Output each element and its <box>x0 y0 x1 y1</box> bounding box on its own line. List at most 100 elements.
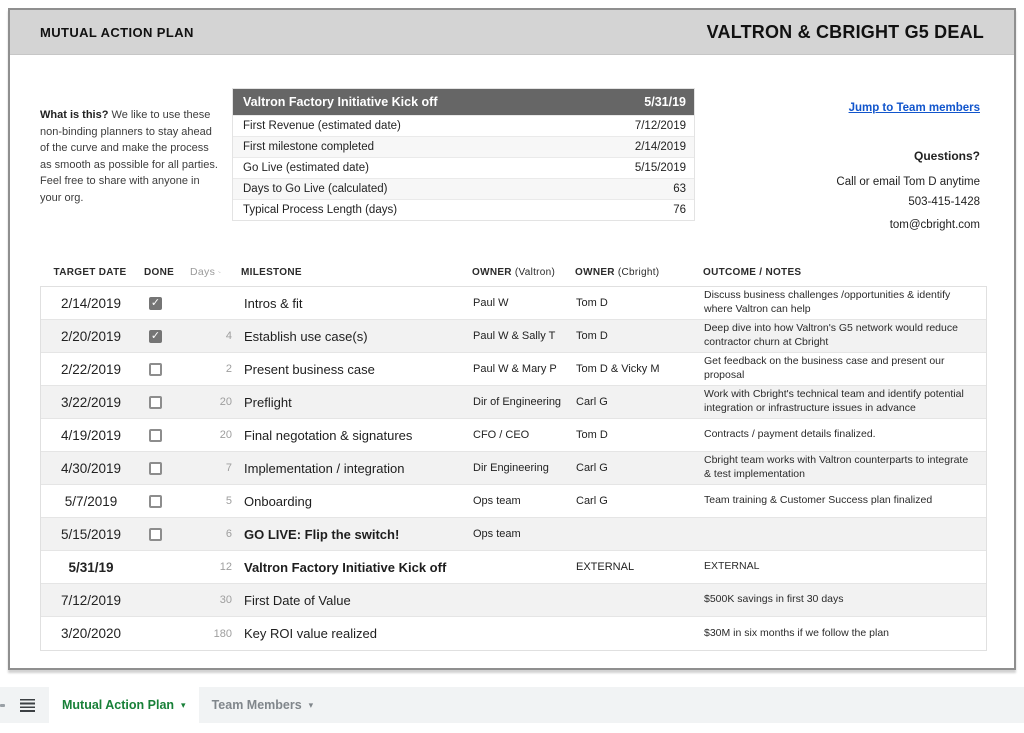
summary-header-row: Valtron Factory Initiative Kick off 5/31… <box>233 89 694 115</box>
header-owner-cbright: OWNER (Cbright) <box>570 267 697 278</box>
summary-row: Typical Process Length (days) 76 <box>233 199 694 220</box>
done-checkbox[interactable] <box>149 527 162 541</box>
owner-cbright-cell: Carl G <box>576 495 608 507</box>
summary-header-value: 5/31/19 <box>644 95 686 109</box>
owner-valtron-cell: Ops team <box>473 528 521 540</box>
header-owner-valtron: OWNER (Valtron) <box>467 267 570 278</box>
owner-valtron-cell: Paul W & Mary P <box>473 363 557 375</box>
jump-to-team-members-link[interactable]: Jump to Team members <box>848 102 980 114</box>
milestone-cell: Onboarding <box>244 493 312 509</box>
outcome-cell: Get feedback on the business case and pr… <box>704 355 945 381</box>
target-date-cell: 7/12/2019 <box>60 592 122 608</box>
header-owner1-rest: (Valtron) <box>514 267 556 278</box>
days-cell: 7 <box>225 462 232 474</box>
milestone-row: 3/20/2020 180 Key ROI value realized $30… <box>41 617 986 650</box>
done-cell <box>141 527 191 541</box>
outcome-cell: Contracts / payment details finalized. <box>704 428 876 441</box>
outcome-cell: $500K savings in first 30 days <box>704 593 844 606</box>
header-owner1-strong: OWNER <box>472 267 512 278</box>
owner-cbright-cell: Tom D & Vicky M <box>576 363 660 375</box>
target-date-cell: 4/30/2019 <box>60 460 122 476</box>
owner-valtron-cell: CFO / CEO <box>473 429 530 441</box>
document-header-band: MUTUAL ACTION PLAN VALTRON & CBRIGHT G5 … <box>10 10 1014 55</box>
summary-table-body: First Revenue (estimated date) 7/12/2019… <box>233 115 694 220</box>
tab-mutual-action-plan[interactable]: Mutual Action Plan ▾ <box>49 687 199 723</box>
target-date-cell: 3/20/2020 <box>60 626 122 641</box>
milestone-cell: GO LIVE: Flip the switch! <box>244 526 400 542</box>
done-checkbox[interactable] <box>149 395 162 409</box>
target-date-cell: 4/19/2019 <box>60 427 122 443</box>
owner-cbright-cell: Carl G <box>576 396 608 408</box>
milestone-row: 4/30/2019 7 Implementation / integration… <box>41 452 986 485</box>
owner-valtron-cell: Dir Engineering <box>473 462 549 474</box>
owner-valtron-cell: Paul W <box>473 297 509 309</box>
days-cell: 6 <box>225 528 232 540</box>
done-cell <box>141 428 191 442</box>
summary-row-value: 2/14/2019 <box>634 141 686 153</box>
done-cell <box>141 296 191 310</box>
all-sheets-menu-icon[interactable] <box>20 698 35 712</box>
summary-row: Go Live (estimated date) 5/15/2019 <box>233 157 694 178</box>
days-cell: 5 <box>225 495 232 507</box>
summary-row-value: 7/12/2019 <box>634 120 686 132</box>
summary-row-label: First Revenue (estimated date) <box>243 120 401 132</box>
owner-valtron-cell: Ops team <box>473 495 521 507</box>
milestone-cell: Establish use case(s) <box>244 328 368 344</box>
done-checkbox[interactable] <box>149 461 162 475</box>
summary-row-value: 76 <box>673 204 686 216</box>
header-done: DONE <box>144 267 175 278</box>
days-cell: 180 <box>213 627 232 640</box>
mutual-action-plan-document: MUTUAL ACTION PLAN VALTRON & CBRIGHT G5 … <box>8 8 1016 670</box>
tab-team-members[interactable]: Team Members ▾ <box>199 687 327 723</box>
clipped-add-sheet-button[interactable] <box>0 704 5 707</box>
target-date-cell: 5/7/2019 <box>64 493 118 509</box>
outcome-cell: $30M in six months if we follow the plan <box>704 626 890 639</box>
owner-valtron-cell: Paul W & Sally T <box>473 330 556 342</box>
milestone-row: 2/14/2019 Intros & fit Paul W Tom D Disc… <box>41 287 986 320</box>
summary-row-value: 5/15/2019 <box>634 162 686 174</box>
header-target-date: TARGET DATE <box>53 267 127 278</box>
outcome-cell: Discuss business challenges /opportuniti… <box>704 289 951 315</box>
days-cell: 20 <box>219 396 232 408</box>
done-cell <box>141 494 191 508</box>
done-checkbox[interactable] <box>149 296 162 310</box>
header-days-label: Days <box>190 266 216 278</box>
intro-paragraph: What is this? We like to use these non-b… <box>40 107 220 206</box>
done-checkbox[interactable] <box>149 329 162 343</box>
chevron-down-icon: ▾ <box>308 699 314 710</box>
milestone-cell: Valtron Factory Initiative Kick off <box>244 559 447 575</box>
outcome-cell: Work with Cbright's technical team and i… <box>704 388 964 414</box>
days-cell: 12 <box>219 561 232 573</box>
done-cell <box>141 395 191 409</box>
target-date-cell: 5/15/2019 <box>60 526 122 542</box>
inactive-tab-label: Team Members <box>211 698 302 712</box>
done-checkbox[interactable] <box>149 428 162 442</box>
milestone-row: 3/22/2019 20 Preflight Dir of Engineerin… <box>41 386 986 419</box>
milestone-row: 5/31/19 12 Valtron Factory Initiative Ki… <box>41 551 986 584</box>
days-cell: 4 <box>225 330 232 342</box>
deal-title: VALTRON & CBRIGHT G5 DEAL <box>706 21 984 42</box>
summary-row: First Revenue (estimated date) 7/12/2019 <box>233 115 694 136</box>
document-title: MUTUAL ACTION PLAN <box>40 24 194 40</box>
milestone-table-header: TARGET DATE DONE Days MILESTONE OWNER (V… <box>40 258 987 284</box>
summary-row-label: First milestone completed <box>243 141 375 153</box>
contact-line: Call or email Tom D anytime <box>836 176 980 188</box>
summary-table: Valtron Factory Initiative Kick off 5/31… <box>232 88 695 221</box>
owner-cbright-cell: Tom D <box>576 297 608 309</box>
milestone-row: 2/20/2019 4 Establish use case(s) Paul W… <box>41 320 986 353</box>
days-cell: 30 <box>219 594 232 606</box>
owner-cbright-cell: Carl G <box>576 462 608 474</box>
milestone-cell: Intros & fit <box>244 295 303 311</box>
done-checkbox[interactable] <box>149 362 162 376</box>
intro-lead: What is this? <box>40 109 109 121</box>
sheet-tab-bar: Mutual Action Plan ▾ Team Members ▾ <box>0 687 1024 723</box>
summary-row: Days to Go Live (calculated) 63 <box>233 178 694 199</box>
milestone-cell: Implementation / integration <box>244 460 405 476</box>
milestone-row: 7/12/2019 30 First Date of Value $500K s… <box>41 584 986 617</box>
owner-cbright-cell: EXTERNAL <box>576 561 635 573</box>
header-outcome-notes: OUTCOME / NOTES <box>703 267 802 278</box>
done-cell <box>141 329 191 343</box>
done-checkbox[interactable] <box>149 494 162 508</box>
done-cell <box>141 461 191 475</box>
